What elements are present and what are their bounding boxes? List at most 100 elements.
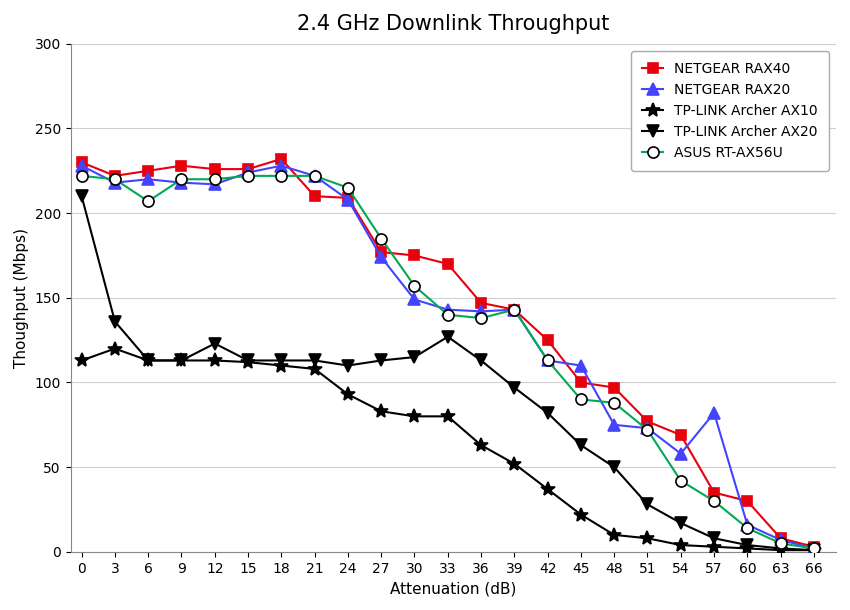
NETGEAR RAX20 bbox=[609, 421, 620, 428]
TP-LINK Archer AX10 bbox=[676, 542, 686, 549]
NETGEAR RAX20 bbox=[742, 521, 752, 528]
ASUS RT-AX56U bbox=[210, 176, 220, 183]
TP-LINK Archer AX10 bbox=[210, 357, 220, 364]
NETGEAR RAX20 bbox=[243, 169, 253, 176]
ASUS RT-AX56U bbox=[709, 497, 719, 504]
ASUS RT-AX56U bbox=[609, 399, 620, 406]
ASUS RT-AX56U bbox=[410, 282, 420, 290]
NETGEAR RAX20 bbox=[210, 181, 220, 188]
ASUS RT-AX56U bbox=[575, 396, 586, 403]
ASUS RT-AX56U bbox=[476, 315, 486, 322]
NETGEAR RAX40 bbox=[76, 159, 87, 166]
NETGEAR RAX40 bbox=[742, 497, 752, 504]
TP-LINK Archer AX20 bbox=[643, 501, 653, 508]
NETGEAR RAX20 bbox=[410, 296, 420, 303]
NETGEAR RAX40 bbox=[542, 337, 552, 344]
ASUS RT-AX56U bbox=[376, 235, 386, 242]
ASUS RT-AX56U bbox=[276, 172, 286, 179]
TP-LINK Archer AX20 bbox=[542, 409, 552, 417]
ASUS RT-AX56U bbox=[509, 306, 519, 314]
TP-LINK Archer AX20 bbox=[276, 357, 286, 364]
TP-LINK Archer AX10 bbox=[243, 359, 253, 366]
TP-LINK Archer AX10 bbox=[709, 543, 719, 550]
TP-LINK Archer AX10 bbox=[76, 357, 87, 364]
Y-axis label: Thoughput (Mbps): Thoughput (Mbps) bbox=[14, 228, 29, 368]
NETGEAR RAX40 bbox=[443, 260, 453, 268]
NETGEAR RAX20 bbox=[76, 162, 87, 170]
NETGEAR RAX40 bbox=[643, 418, 653, 425]
ASUS RT-AX56U bbox=[676, 477, 686, 484]
ASUS RT-AX56U bbox=[443, 311, 453, 318]
TP-LINK Archer AX20 bbox=[210, 340, 220, 347]
X-axis label: Attenuation (dB): Attenuation (dB) bbox=[390, 581, 517, 596]
NETGEAR RAX40 bbox=[709, 489, 719, 496]
TP-LINK Archer AX20 bbox=[110, 318, 120, 325]
NETGEAR RAX40 bbox=[575, 379, 586, 386]
TP-LINK Archer AX20 bbox=[410, 353, 420, 361]
NETGEAR RAX20 bbox=[643, 425, 653, 432]
NETGEAR RAX40 bbox=[410, 252, 420, 259]
TP-LINK Archer AX10 bbox=[343, 390, 353, 398]
NETGEAR RAX20 bbox=[276, 162, 286, 170]
NETGEAR RAX20 bbox=[376, 254, 386, 261]
TP-LINK Archer AX20 bbox=[243, 357, 253, 364]
ASUS RT-AX56U bbox=[343, 184, 353, 192]
NETGEAR RAX40 bbox=[476, 300, 486, 307]
NETGEAR RAX40 bbox=[110, 172, 120, 179]
TP-LINK Archer AX20 bbox=[575, 442, 586, 449]
NETGEAR RAX20 bbox=[575, 362, 586, 369]
TP-LINK Archer AX10 bbox=[509, 460, 519, 467]
TP-LINK Archer AX10 bbox=[742, 545, 752, 552]
NETGEAR RAX40 bbox=[177, 162, 187, 170]
NETGEAR RAX40 bbox=[343, 194, 353, 201]
TP-LINK Archer AX10 bbox=[309, 365, 320, 373]
TP-LINK Archer AX20 bbox=[476, 357, 486, 364]
ASUS RT-AX56U bbox=[110, 176, 120, 183]
ASUS RT-AX56U bbox=[177, 176, 187, 183]
Line: TP-LINK Archer AX20: TP-LINK Archer AX20 bbox=[76, 190, 820, 556]
TP-LINK Archer AX10 bbox=[609, 531, 620, 539]
NETGEAR RAX20 bbox=[110, 179, 120, 186]
TP-LINK Archer AX10 bbox=[410, 413, 420, 420]
NETGEAR RAX40 bbox=[775, 534, 785, 542]
TP-LINK Archer AX10 bbox=[476, 442, 486, 449]
NETGEAR RAX40 bbox=[276, 156, 286, 163]
NETGEAR RAX40 bbox=[809, 543, 819, 550]
TP-LINK Archer AX20 bbox=[343, 362, 353, 369]
ASUS RT-AX56U bbox=[76, 172, 87, 179]
ASUS RT-AX56U bbox=[742, 525, 752, 532]
TP-LINK Archer AX20 bbox=[775, 545, 785, 552]
ASUS RT-AX56U bbox=[775, 540, 785, 547]
TP-LINK Archer AX20 bbox=[809, 547, 819, 554]
ASUS RT-AX56U bbox=[243, 172, 253, 179]
TP-LINK Archer AX20 bbox=[376, 357, 386, 364]
NETGEAR RAX20 bbox=[177, 179, 187, 186]
NETGEAR RAX40 bbox=[309, 193, 320, 200]
Line: NETGEAR RAX40: NETGEAR RAX40 bbox=[76, 154, 819, 551]
NETGEAR RAX40 bbox=[609, 384, 620, 391]
TP-LINK Archer AX20 bbox=[742, 542, 752, 549]
ASUS RT-AX56U bbox=[643, 426, 653, 434]
TP-LINK Archer AX10 bbox=[643, 534, 653, 542]
NETGEAR RAX20 bbox=[143, 176, 153, 183]
TP-LINK Archer AX10 bbox=[575, 511, 586, 518]
NETGEAR RAX40 bbox=[376, 248, 386, 256]
NETGEAR RAX20 bbox=[775, 536, 785, 544]
TP-LINK Archer AX10 bbox=[775, 547, 785, 554]
TP-LINK Archer AX10 bbox=[376, 407, 386, 415]
TP-LINK Archer AX20 bbox=[676, 519, 686, 526]
TP-LINK Archer AX20 bbox=[609, 464, 620, 471]
NETGEAR RAX20 bbox=[309, 172, 320, 179]
ASUS RT-AX56U bbox=[542, 357, 552, 364]
TP-LINK Archer AX20 bbox=[177, 357, 187, 364]
TP-LINK Archer AX20 bbox=[443, 333, 453, 340]
NETGEAR RAX40 bbox=[243, 165, 253, 173]
NETGEAR RAX20 bbox=[509, 306, 519, 314]
TP-LINK Archer AX20 bbox=[709, 534, 719, 542]
NETGEAR RAX20 bbox=[476, 307, 486, 315]
TP-LINK Archer AX10 bbox=[276, 362, 286, 369]
ASUS RT-AX56U bbox=[143, 198, 153, 205]
TP-LINK Archer AX10 bbox=[143, 357, 153, 364]
Line: TP-LINK Archer AX10: TP-LINK Archer AX10 bbox=[75, 342, 821, 557]
Line: NETGEAR RAX20: NETGEAR RAX20 bbox=[76, 160, 819, 554]
